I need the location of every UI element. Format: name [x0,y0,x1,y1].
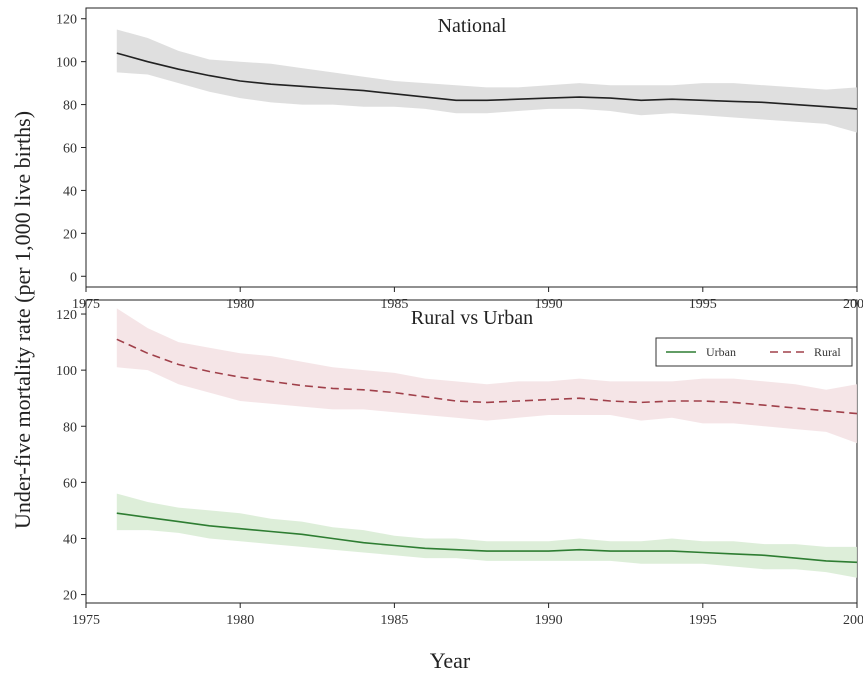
y-tick-label: 40 [63,532,77,547]
confidence-bands [116,308,858,578]
series-lines [116,338,858,564]
line-rural [116,338,858,415]
x-axis-label: Year [430,648,471,673]
panel-title-rural-urban: Rural vs Urban [411,307,533,329]
x-axis-ticks: 1975 1980 1985 1990 1995 2000 [72,603,863,628]
series-lines [116,52,858,110]
panel-title-national: National [438,15,507,37]
y-tick-label: 40 [63,184,77,199]
x-tick-label: 1975 [72,613,100,628]
y-tick-label: 60 [63,142,77,157]
x-tick-label: 2000 [843,297,863,312]
plot-frame-rural-urban [85,299,858,604]
plot-frame-national [85,7,858,288]
x-axis-ticks: 197519801985199019952000 [72,287,863,312]
x-tick-label: 2000 [843,613,863,628]
confidence-band-rural [116,308,858,444]
y-axis-ticks: 20 40 60 80 100 120 [56,308,86,604]
x-tick-label: 1980 [226,613,254,628]
confidence-band-series-0 [116,29,858,133]
y-axis-ticks: 0 20 40 60 80 100 120 [56,13,86,285]
x-tick-label: 1990 [535,297,563,312]
y-tick-label: 20 [63,589,77,604]
y-axis-label: Under-five mortality rate (per 1,000 liv… [10,111,35,529]
legend-label-urban: Urban [706,345,736,359]
y-tick-label: 80 [63,99,77,114]
confidence-bands [116,29,858,133]
confidence-band-urban [116,493,858,578]
x-tick-label: 1980 [226,297,254,312]
line-urban [116,512,858,564]
y-tick-label: 100 [56,364,77,379]
x-tick-label: 1995 [689,613,717,628]
y-tick-label: 0 [70,270,77,285]
line-series-0 [116,52,858,110]
legend-label-rural: Rural [814,345,841,359]
x-tick-label: 1985 [380,613,408,628]
legend: Urban Rural [655,337,853,367]
x-tick-label: 1990 [535,613,563,628]
y-tick-label: 120 [56,13,77,28]
x-tick-label: 1995 [689,297,717,312]
y-tick-label: 60 [63,476,77,491]
y-tick-label: 120 [56,308,77,323]
y-tick-label: 100 [56,56,77,71]
y-tick-label: 20 [63,227,77,242]
x-tick-label: 1985 [380,297,408,312]
y-tick-label: 80 [63,420,77,435]
